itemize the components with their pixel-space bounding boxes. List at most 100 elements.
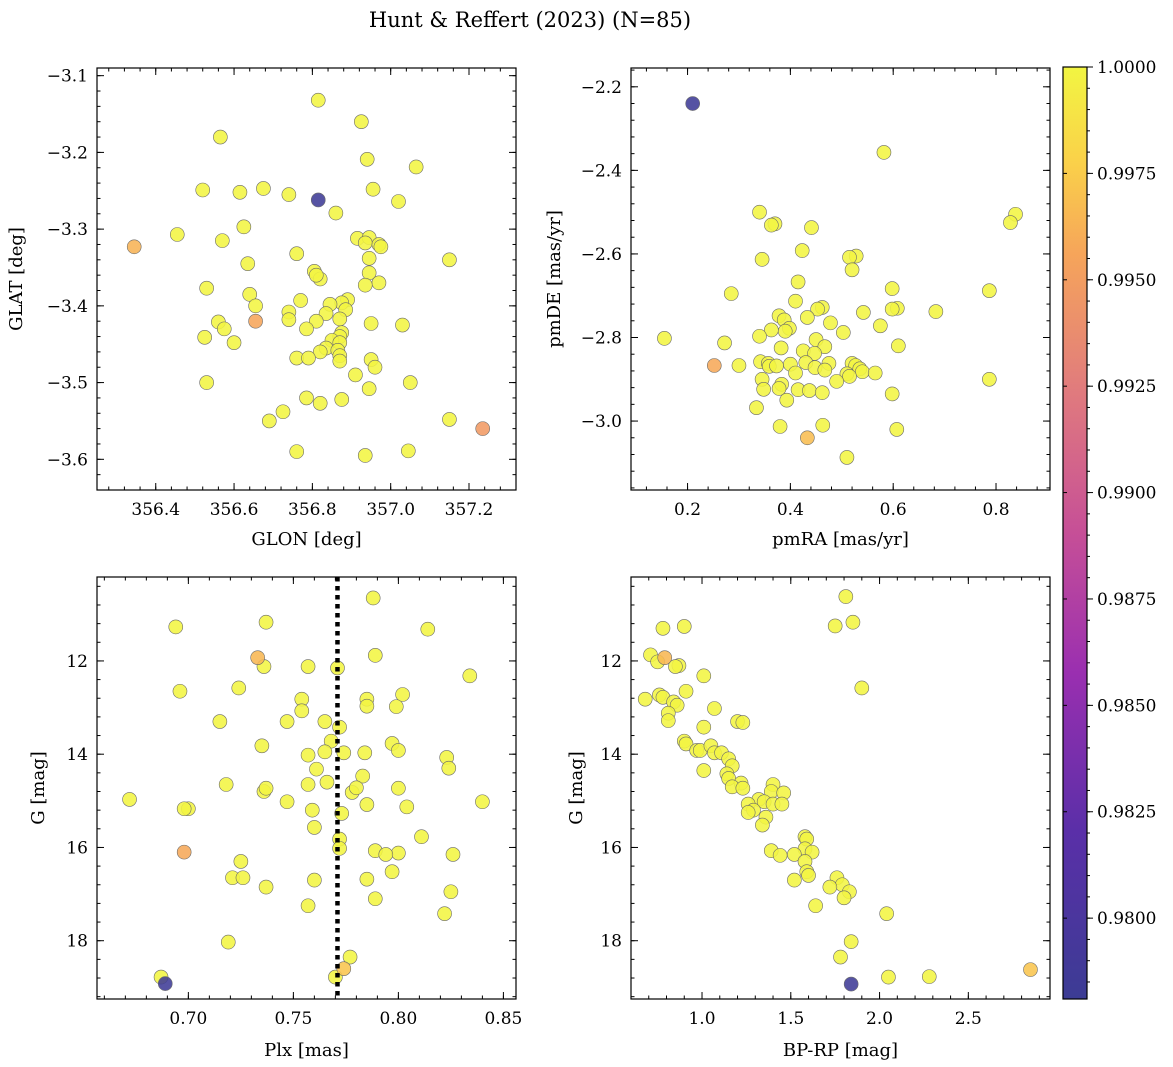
scatter-point <box>843 934 859 949</box>
scatter-points <box>122 590 490 991</box>
scatter-point <box>801 868 816 883</box>
scatter-point <box>319 774 335 790</box>
scatter-point <box>769 358 784 374</box>
scatter-point <box>802 383 817 398</box>
scatter-point <box>199 280 214 296</box>
scatter-point <box>197 330 212 345</box>
scatter-point <box>655 620 671 636</box>
scatter-point <box>332 311 348 327</box>
scatter-point <box>216 321 232 337</box>
scatter-point <box>696 719 712 735</box>
scatter-points <box>126 92 491 463</box>
scatter-point <box>279 794 295 810</box>
scatter-point <box>777 323 793 339</box>
x-axis-label: Plx [mas] <box>264 1040 349 1061</box>
scatter-point <box>195 182 211 198</box>
scatter-point <box>367 891 383 907</box>
scatter-point <box>867 365 883 381</box>
axis-ticks: 356.4 356.6 356.8 357.0 357.2 −3.1 −3.2 −3.3 −3.… <box>47 67 517 520</box>
y-tick-label: 12 <box>66 652 88 672</box>
scatter-point <box>678 683 694 699</box>
scatter-point <box>678 736 694 752</box>
scatter-point <box>308 313 324 329</box>
scatter-point <box>749 400 764 415</box>
scatter-point <box>884 301 900 317</box>
scatter-point <box>876 145 892 160</box>
scatter-point <box>756 382 771 397</box>
scatter-point <box>982 283 997 298</box>
scatter-point <box>836 325 851 340</box>
scatter-point <box>242 287 258 302</box>
scatter-point <box>232 184 248 200</box>
panel-glon-glat: 356.4 356.6 356.8 357.0 357.2 −3.1 −3.2 −3.3 −3.… <box>6 67 517 550</box>
scatter-point <box>359 698 375 714</box>
scatter-point <box>275 404 291 420</box>
scatter-point <box>281 312 297 327</box>
scatter-point <box>827 618 843 634</box>
scatter-point <box>365 181 381 197</box>
scatter-point <box>829 374 844 389</box>
scatter-point <box>176 801 192 817</box>
scatter-point <box>844 262 860 278</box>
scatter-point <box>395 317 410 333</box>
x-axis-label: GLON [deg] <box>251 529 361 550</box>
scatter-point <box>169 227 185 242</box>
scatter-point <box>717 335 732 351</box>
y-tick-label: 14 <box>600 745 622 765</box>
y-tick-label: −2.2 <box>581 78 622 98</box>
scatter-point <box>310 92 326 108</box>
y-tick-label: −2.4 <box>581 161 622 181</box>
scatter-point <box>289 444 305 459</box>
plot-frame <box>96 576 517 1000</box>
scatter-point <box>213 129 228 145</box>
scatter-point <box>359 152 375 167</box>
scatter-point <box>281 187 297 202</box>
x-axis-label: pmRA [mas/yr] <box>772 529 909 550</box>
scatter-point <box>800 430 815 446</box>
scatter-point <box>657 650 673 665</box>
colorbar-tick-label: 0.9950 <box>1097 271 1156 291</box>
scatter-point <box>822 879 838 895</box>
scatter-point <box>420 621 436 637</box>
scatter-point <box>310 192 326 208</box>
scatter-points <box>657 96 1023 465</box>
scatter-point <box>354 114 369 130</box>
scatter-point <box>823 315 838 331</box>
scatter-point <box>668 659 683 674</box>
scatter-point <box>293 293 308 308</box>
scatter-point <box>359 871 375 887</box>
scatter-point <box>787 872 802 888</box>
scatter-point <box>817 339 833 354</box>
scatter-point <box>815 417 831 433</box>
scatter-point <box>334 806 349 821</box>
scatter-point <box>399 799 415 815</box>
scatter-point <box>391 194 406 209</box>
scatter-point <box>300 777 316 792</box>
scatter-point <box>401 443 416 459</box>
scatter-point <box>384 864 400 880</box>
scatter-point <box>199 375 214 390</box>
scatter-point <box>879 906 894 921</box>
scatter-point <box>300 747 316 763</box>
scatter-point <box>336 745 352 761</box>
scatter-point <box>773 340 789 356</box>
scatter-point <box>462 668 478 684</box>
scatter-point <box>250 650 265 665</box>
scatter-point <box>707 701 722 716</box>
scatter-point <box>414 829 429 845</box>
scatter-point <box>475 421 491 436</box>
scatter-point <box>172 683 188 699</box>
scatter-point <box>357 277 373 293</box>
scatter-point <box>657 331 672 346</box>
scatter-point <box>408 159 424 175</box>
y-tick-label: 12 <box>600 652 622 672</box>
scatter-point <box>982 371 997 387</box>
colorbar-tick-label: 0.9975 <box>1097 164 1156 184</box>
scatter-point <box>1023 962 1038 977</box>
plot-frame <box>630 576 1051 1000</box>
scatter-point <box>836 890 852 906</box>
scatter-point <box>764 322 779 338</box>
scatter-point <box>772 848 788 863</box>
scatter-point <box>402 375 418 390</box>
scatter-point <box>808 898 823 914</box>
